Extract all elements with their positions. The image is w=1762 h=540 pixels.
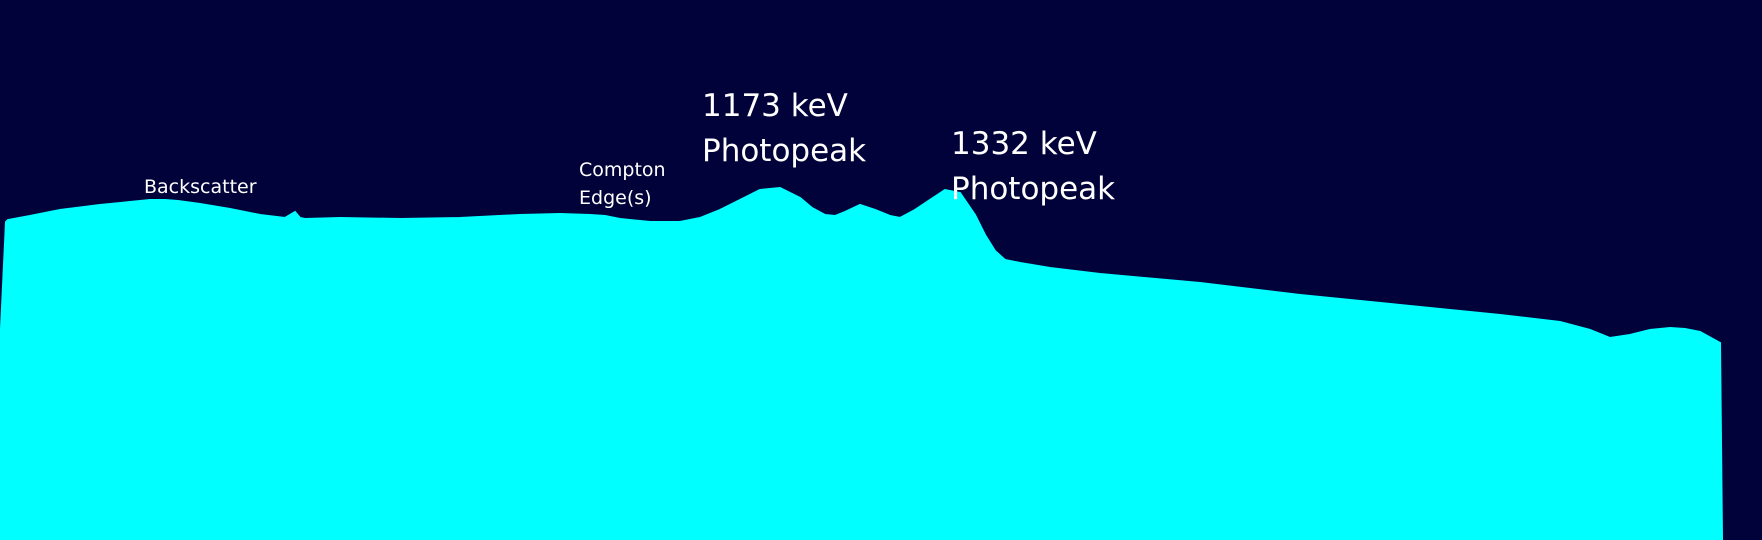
spectrum-line-0 — [0, 186, 1723, 540]
spectrum-area-0 — [0, 188, 1722, 540]
